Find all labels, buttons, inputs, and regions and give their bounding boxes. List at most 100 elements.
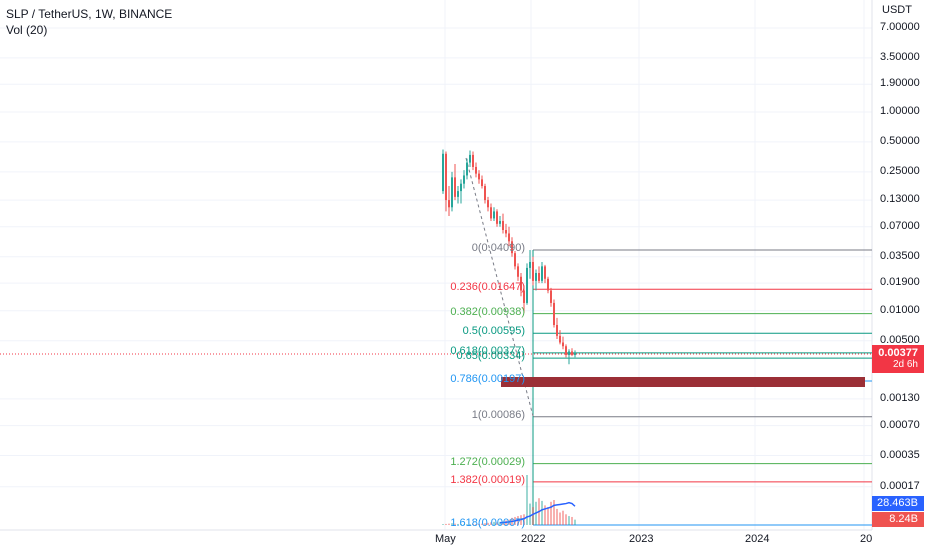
volume-tag: 8.24B — [872, 512, 924, 527]
candle-body — [550, 290, 552, 303]
volume-bar — [445, 523, 447, 525]
volume-bar — [460, 524, 462, 525]
price-tick-label: 0.13000 — [880, 193, 920, 206]
support-zone-rectangle[interactable] — [501, 377, 865, 387]
fib-level-label: 1.618(0.00007) — [450, 517, 525, 529]
fib-level-label: 0.5(0.00595) — [462, 325, 525, 338]
grid-lines — [0, 0, 872, 530]
price-tick-label: 3.50000 — [880, 50, 920, 63]
volume-bar — [487, 522, 489, 525]
volume-bar — [559, 512, 561, 525]
volume-bar — [472, 524, 474, 525]
fib-level-label: 1(0.00086) — [471, 408, 525, 421]
volume-bar — [466, 524, 468, 525]
price-tick-label: 7.00000 — [880, 20, 920, 33]
price-tick-label: 0.07000 — [880, 219, 920, 232]
candle-body — [499, 221, 501, 224]
volume-bar — [478, 523, 480, 525]
price-tick-label: 0.00017 — [880, 479, 920, 492]
volume-bar — [550, 501, 552, 525]
fib-trend-line — [465, 157, 534, 417]
volume-bar — [451, 523, 453, 525]
candlestick-series[interactable] — [442, 149, 576, 365]
candle-body — [571, 351, 573, 355]
candle-body — [496, 211, 498, 224]
volume-bar — [499, 521, 501, 525]
candle-body — [460, 183, 462, 192]
fib-level-label: 0.236(0.01647) — [450, 281, 525, 294]
candle-body — [448, 200, 450, 208]
candle-body — [538, 273, 540, 281]
volume-bar — [493, 521, 495, 525]
price-tick-label: 0.00035 — [880, 448, 920, 461]
candle-body — [469, 154, 471, 163]
volume-bar — [562, 510, 564, 525]
volume-ma-line — [499, 501, 576, 524]
candle-body — [472, 154, 474, 167]
candle-body — [556, 324, 558, 336]
volume-bar — [469, 524, 471, 525]
time-tick-label: 2022 — [521, 533, 546, 545]
last-price-value: 0.00377 — [878, 347, 918, 359]
candle-body — [535, 273, 537, 281]
price-tick-label: 1.90000 — [880, 77, 920, 90]
candle-body — [457, 191, 459, 197]
volume-bar — [571, 516, 573, 525]
volume-bar — [529, 503, 531, 525]
price-tick-label: 0.01900 — [880, 276, 920, 289]
candle-body — [526, 267, 528, 303]
fib-level-label: 0.382(0.00938) — [450, 305, 525, 318]
candle-body — [529, 261, 531, 268]
candle-body — [568, 351, 570, 355]
candle-body — [541, 266, 543, 281]
volume-bar — [454, 523, 456, 525]
candle-body — [553, 302, 555, 325]
fib-level-label: 1.272(0.00029) — [450, 455, 525, 468]
volume-bar — [457, 523, 459, 525]
fibonacci-retracement[interactable] — [532, 249, 872, 526]
volume-legend[interactable]: Vol (20) — [6, 23, 48, 37]
candle-body — [484, 186, 486, 201]
symbol-legend[interactable]: SLP / TetherUS, 1W, BINANCE — [6, 7, 173, 21]
volume-bar — [547, 507, 549, 525]
volume-bar — [481, 523, 483, 525]
price-tick-label: 0.03500 — [880, 249, 920, 262]
price-tick-label: 0.50000 — [880, 134, 920, 147]
candle-body — [454, 177, 456, 197]
fib-level-label: 0.618(0.00377) — [450, 344, 525, 357]
time-tick-label: 20 — [860, 533, 873, 545]
price-tick-label: 0.00070 — [880, 418, 920, 431]
volume-bar — [496, 522, 498, 525]
volume-bar — [556, 508, 558, 525]
volume-bar — [568, 516, 570, 525]
candle-body — [532, 261, 534, 281]
candle-body — [547, 278, 549, 291]
candle-body — [442, 153, 444, 192]
bar-countdown: 2d 6h — [892, 359, 918, 370]
fib-level-label: 1.382(0.00019) — [450, 473, 525, 486]
volume-bar — [484, 523, 486, 525]
volume-bar — [463, 524, 465, 525]
candle-body — [562, 342, 564, 347]
candle-body — [514, 253, 516, 267]
candle-body — [523, 290, 525, 303]
price-tick-label: 0.00130 — [880, 391, 920, 404]
candle-body — [475, 166, 477, 174]
candle-body — [544, 266, 546, 279]
time-tick-label: 2024 — [745, 533, 770, 545]
price-axis-unit: USDT — [882, 4, 912, 16]
candle-body — [481, 179, 483, 187]
volume-bar — [448, 523, 450, 525]
candle-body — [451, 177, 453, 208]
volume-bar — [490, 522, 492, 525]
fib-level-label: 0.786(0.00197) — [450, 372, 525, 385]
candle-body — [502, 221, 504, 231]
fib-level-label: 0(0.04090) — [471, 242, 525, 254]
volume-bar — [541, 500, 543, 525]
candle-body — [490, 207, 492, 219]
volume-bar — [526, 475, 528, 525]
candle-body — [559, 335, 561, 343]
candle-body — [508, 233, 510, 242]
candle-body — [574, 352, 576, 355]
